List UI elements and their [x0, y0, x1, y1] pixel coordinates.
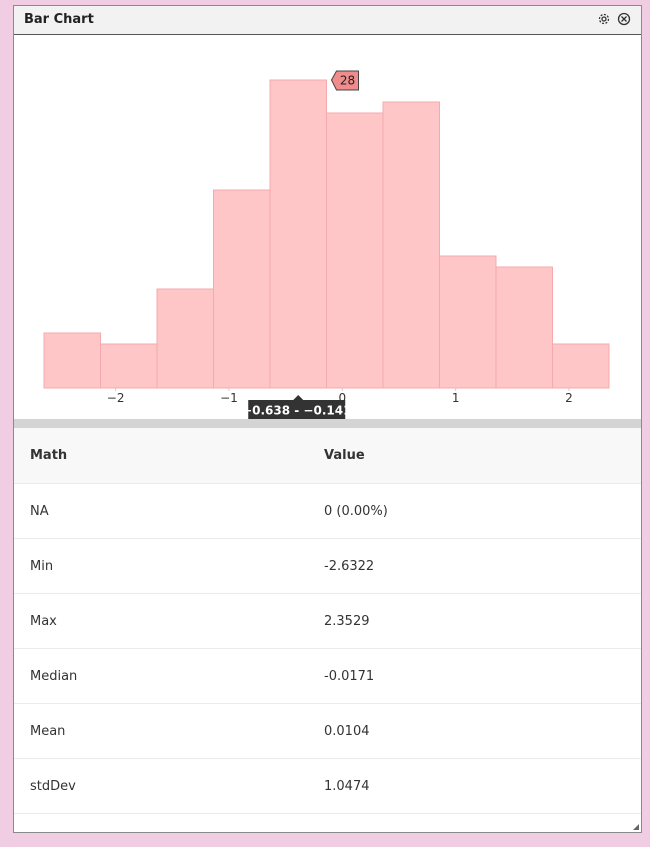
table-cell: stdDev	[30, 779, 76, 794]
table-cell: -0.0171	[324, 669, 375, 684]
settings-icon[interactable]	[598, 13, 610, 25]
bar	[43, 332, 101, 389]
table-cell: -2.6322	[324, 559, 375, 574]
bar	[325, 112, 384, 389]
tooltip: −0.638 - −0.141	[242, 395, 351, 419]
histogram: −2 −1 0 1 2 28 −0.638 - −0.141	[43, 70, 610, 419]
tooltip-pointer	[293, 395, 304, 400]
table-cell: NA	[30, 504, 49, 519]
close-icon[interactable]	[617, 12, 631, 26]
stats-table: Math Value NA 0 (0.00%) Min -2.6322 Max 2.3529 M…	[14, 428, 641, 814]
table-cell: 0.0104	[324, 724, 370, 739]
panel-header: Bar Chart	[14, 6, 641, 35]
divider	[14, 419, 641, 428]
table-cell: 2.3529	[324, 614, 370, 629]
column-header: Value	[324, 448, 365, 463]
table-row: Max 2.3529	[14, 594, 641, 649]
bar	[269, 79, 327, 389]
resize-handle[interactable]	[633, 824, 639, 830]
tooltip-text: −0.638 - −0.141	[242, 404, 351, 418]
table-row: Mean 0.0104	[14, 704, 641, 759]
column-header: Math	[30, 448, 68, 463]
bar	[551, 343, 610, 389]
x-tick-label: −2	[107, 391, 125, 405]
table-cell: Max	[30, 614, 57, 629]
panel: Bar Chart −2 −1 0 1 2 28 −0.638 - −0.141 Math V…	[13, 5, 642, 833]
panel-title: Bar Chart	[24, 12, 94, 27]
table-cell: Mean	[30, 724, 66, 739]
table-cell: 1.0474	[324, 779, 370, 794]
table-cell: Min	[30, 559, 54, 574]
table-row: stdDev 1.0474	[14, 759, 641, 814]
data-label-box	[330, 70, 359, 91]
table-cell: Median	[30, 669, 78, 684]
data-label: 28	[340, 74, 355, 88]
table-header: Math Value	[14, 428, 641, 484]
bar	[212, 189, 271, 389]
bar	[382, 101, 440, 389]
x-tick-label: 0	[339, 391, 347, 405]
bar	[438, 255, 497, 389]
bar	[156, 288, 214, 389]
bar	[495, 266, 553, 389]
x-tick-label: 1	[452, 391, 460, 405]
table-row: NA 0 (0.00%)	[14, 484, 641, 539]
table-cell: 0 (0.00%)	[324, 504, 388, 519]
table-row: Min -2.6322	[14, 539, 641, 594]
table-row: Median -0.0171	[14, 649, 641, 704]
x-tick-label: 2	[565, 391, 573, 405]
bar	[99, 343, 158, 389]
x-tick-label: −1	[220, 391, 238, 405]
header-icons	[598, 12, 631, 26]
tooltip-box	[248, 400, 346, 419]
